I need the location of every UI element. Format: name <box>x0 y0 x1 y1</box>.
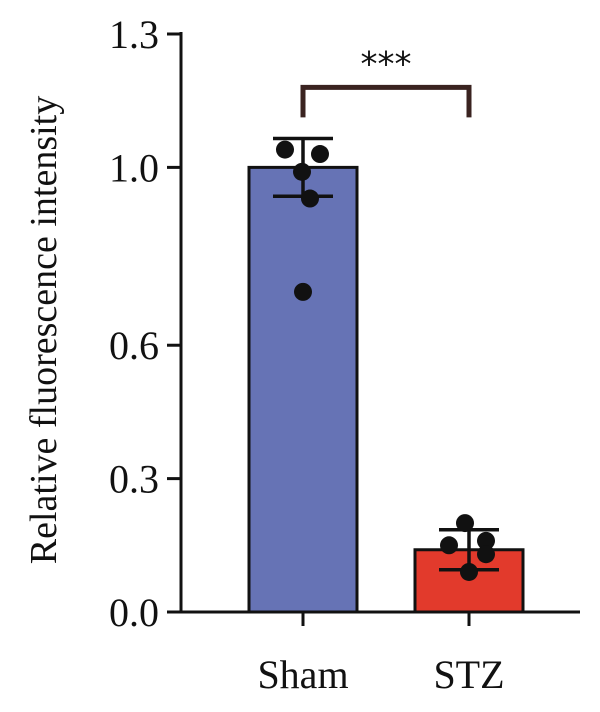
data-point <box>477 531 495 550</box>
y-tick-label: 0.6 <box>109 323 159 368</box>
y-axis-label: Relative fluorescence intensity <box>23 96 65 565</box>
bars-group <box>247 136 525 614</box>
significance-label: *** <box>361 44 412 84</box>
data-point <box>477 545 495 564</box>
bar-sham <box>247 165 359 614</box>
x-tick-label-stz: STZ <box>433 652 504 697</box>
x-axis-categories: Sham STZ <box>257 612 505 697</box>
data-point <box>440 536 458 555</box>
data-point <box>293 162 311 181</box>
data-point <box>294 282 312 301</box>
data-point <box>456 514 474 533</box>
data-point <box>311 145 329 164</box>
y-tick-label: 0.3 <box>109 457 159 502</box>
data-point <box>460 562 478 581</box>
significance-annotation: *** <box>300 44 472 118</box>
data-point <box>301 189 319 208</box>
y-tick-label: 1.3 <box>109 12 159 57</box>
y-tick-label: 1.0 <box>109 145 159 190</box>
y-tick-label: 0.0 <box>109 590 159 635</box>
data-point <box>276 140 294 159</box>
x-tick-label-sham: Sham <box>257 652 348 697</box>
significance-bracket <box>300 84 472 118</box>
y-axis-ticks: 0.0 0.3 0.6 1.0 1.3 <box>109 12 181 635</box>
